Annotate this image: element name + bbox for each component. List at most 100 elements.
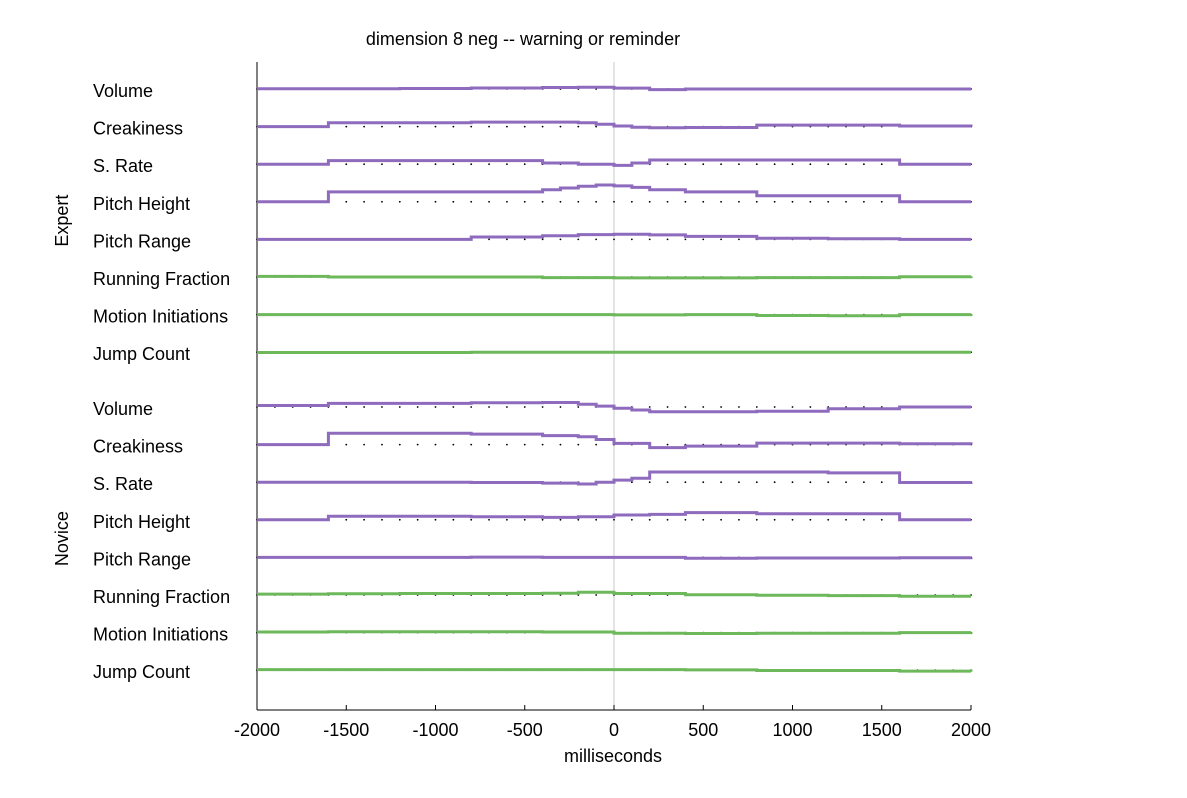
baseline-dot xyxy=(613,518,615,521)
baseline-dot xyxy=(702,163,705,166)
baseline-dot xyxy=(702,406,705,408)
baseline-dot xyxy=(488,443,490,446)
baseline-dot xyxy=(577,518,580,521)
baseline-dot xyxy=(720,518,722,521)
baseline-dot xyxy=(880,163,883,166)
baseline-dot xyxy=(880,518,883,521)
series-line-expert-running-fraction xyxy=(257,274,973,280)
baseline-dot xyxy=(506,443,508,446)
baseline-dot xyxy=(470,163,473,166)
baseline-dot xyxy=(363,518,365,521)
baseline-dot xyxy=(452,518,455,521)
x-tick-label: 0 xyxy=(609,720,619,740)
baseline-dot xyxy=(523,443,526,446)
baseline-dot xyxy=(613,238,615,241)
row-label-s-rate: S. Rate xyxy=(93,474,153,494)
row-label-pitch-height: Pitch Height xyxy=(93,194,190,214)
baseline-dot xyxy=(630,518,633,521)
baseline-dot xyxy=(684,518,687,521)
series-line-novice-pitch-height xyxy=(257,511,971,522)
baseline-dot xyxy=(666,238,669,241)
baseline-dot xyxy=(398,200,401,203)
series-line-novice-s-rate xyxy=(257,470,973,486)
baseline-dot xyxy=(577,406,580,408)
series-line-novice-running-fraction xyxy=(257,590,971,598)
baseline-dot xyxy=(773,481,776,484)
baseline-dot xyxy=(648,518,651,521)
baseline-dot xyxy=(506,406,508,408)
x-tick-label: -1000 xyxy=(412,720,458,740)
baseline-dot xyxy=(702,481,705,484)
baseline-dot xyxy=(452,443,455,446)
baseline-dot xyxy=(684,200,687,203)
row-label-creakiness: Creakiness xyxy=(93,119,183,139)
baseline-dot xyxy=(416,518,419,521)
baseline-dot xyxy=(381,200,383,203)
baseline-dot xyxy=(398,443,401,446)
baseline-dot xyxy=(541,443,544,446)
baseline-dot xyxy=(845,200,847,203)
baseline-dot xyxy=(506,125,508,128)
baseline-dot xyxy=(559,443,562,446)
baseline-dot xyxy=(363,443,365,446)
baseline-dot xyxy=(541,518,544,521)
baseline-dot xyxy=(666,518,669,521)
baseline-dot xyxy=(863,481,865,484)
baseline-dot xyxy=(863,163,865,166)
baseline-dot xyxy=(506,238,508,241)
series-line-expert-creakiness xyxy=(257,120,973,130)
baseline-dot xyxy=(738,518,740,521)
baseline-dot xyxy=(398,406,401,408)
row-label-pitch-height: Pitch Height xyxy=(93,512,190,532)
baseline-dot xyxy=(666,481,669,484)
baseline-dot xyxy=(702,238,705,241)
baseline-dot xyxy=(738,200,740,203)
row-label-creakiness: Creakiness xyxy=(93,437,183,457)
baseline-dot xyxy=(363,200,365,203)
row-label-s-rate: S. Rate xyxy=(93,156,153,176)
baseline-dot xyxy=(416,200,419,203)
baseline-dot xyxy=(506,163,508,166)
baseline-dot xyxy=(684,163,687,166)
row-label-volume: Volume xyxy=(93,81,153,101)
baseline-dot xyxy=(488,125,490,128)
baseline-dot xyxy=(398,125,401,128)
baseline-dot xyxy=(666,200,669,203)
baseline-dot xyxy=(738,238,740,241)
baseline-dot xyxy=(398,163,401,166)
baseline-dot xyxy=(613,200,615,203)
x-tick-label: 500 xyxy=(688,720,718,740)
baseline-dot xyxy=(773,406,776,408)
series-line-novice-volume xyxy=(257,401,971,414)
baseline-dot xyxy=(416,443,419,446)
baseline-dot xyxy=(773,163,776,166)
row-label-pitch-range: Pitch Range xyxy=(93,549,191,569)
x-tick-label: 1000 xyxy=(772,720,812,740)
baseline-dot xyxy=(720,238,722,241)
row-label-running-fraction: Running Fraction xyxy=(93,269,230,289)
baseline-dot xyxy=(738,406,740,408)
baseline-dot xyxy=(470,200,473,203)
baseline-dot xyxy=(809,518,812,521)
x-tick-label: 1500 xyxy=(862,720,902,740)
baseline-dot xyxy=(684,238,687,241)
baseline-dot xyxy=(434,200,437,203)
series-line-novice-motion-initiations xyxy=(257,630,973,635)
baseline-dot xyxy=(666,406,669,408)
row-label-motion-initiations: Motion Initiations xyxy=(93,625,228,645)
baseline-dot xyxy=(470,518,473,521)
baseline-dot xyxy=(541,406,544,408)
baseline-dot xyxy=(720,163,722,166)
series-line-expert-volume xyxy=(257,85,971,92)
baseline-dot xyxy=(738,481,740,484)
baseline-dot xyxy=(773,200,776,203)
group-label-expert: Expert xyxy=(52,195,72,247)
series-line-expert-motion-initiations xyxy=(257,313,973,318)
baseline-dot xyxy=(595,594,598,596)
x-tick-label: 2000 xyxy=(951,720,991,740)
baseline-dot xyxy=(755,163,758,166)
baseline-dot xyxy=(755,481,758,484)
baseline-dot xyxy=(595,518,598,521)
baseline-dot xyxy=(345,163,348,166)
